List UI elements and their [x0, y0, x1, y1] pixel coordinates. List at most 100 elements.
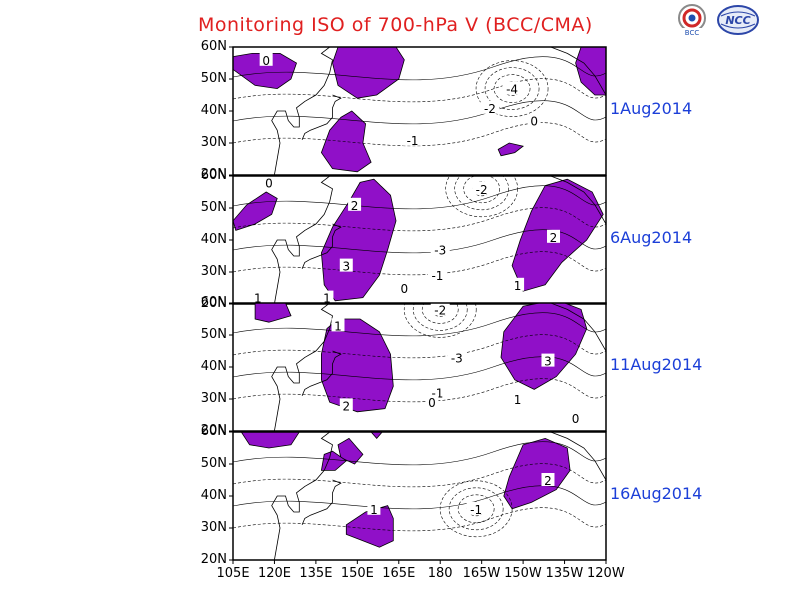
- contour-label: -3: [451, 351, 463, 365]
- contour-line: [233, 507, 606, 532]
- contour-line: [233, 122, 606, 147]
- shaded-region: [320, 318, 394, 413]
- shaded-region: [370, 432, 383, 440]
- y-tick-label: 40N: [200, 103, 227, 118]
- y-tick-label: 30N: [200, 391, 227, 406]
- shaded-region: [497, 142, 525, 157]
- y-tick-label: 20N: [200, 552, 227, 567]
- contour-label-bg: [339, 258, 353, 272]
- contour-line: [233, 441, 606, 466]
- contour-label-bg: [425, 395, 439, 409]
- contour-label: 1: [323, 292, 331, 306]
- contour-line: [233, 485, 606, 510]
- contour-label: -2: [484, 102, 496, 116]
- contour-label: 2: [342, 399, 350, 413]
- shaded-region: [332, 47, 405, 99]
- y-tick-label: 30N: [200, 264, 227, 279]
- contour-label-bg: [511, 277, 525, 291]
- y-tick-label: 40N: [200, 232, 227, 247]
- y-tick-label: 50N: [200, 71, 227, 86]
- x-tick-label: 120W: [587, 566, 625, 581]
- map-panel-3: -213-3-10 120: [229, 302, 607, 432]
- shaded-region: [503, 437, 571, 510]
- y-tick-label: 30N: [200, 135, 227, 150]
- contour-label-bg: [480, 100, 500, 114]
- contour-label-bg: [367, 501, 381, 515]
- map-panel-2: 0 -2 2 2 -3 3 -1 0 1 1 1: [229, 175, 607, 306]
- y-tick-label: 50N: [200, 327, 227, 342]
- shaded-region: [233, 53, 297, 90]
- contour-label-bg: [251, 290, 265, 304]
- contour-label-bg: [527, 113, 541, 127]
- map-panel-4: 2 1 -1: [229, 431, 607, 561]
- contour-label-bg: [472, 181, 492, 195]
- contour-label-bg: [427, 268, 447, 282]
- coastline-america: [550, 47, 606, 96]
- negative-contour: [448, 487, 504, 531]
- contour-label-bg: [397, 281, 411, 294]
- x-tick-label: 135E: [299, 566, 333, 581]
- x-tick-label: 165W: [462, 566, 501, 581]
- contour-label: 3: [544, 355, 552, 369]
- coastline-america: [550, 176, 606, 225]
- contour-line: [233, 334, 606, 359]
- contour-label: -2: [434, 303, 446, 317]
- y-tick-label: 60N: [200, 39, 227, 54]
- y-tick-label: 50N: [200, 456, 227, 471]
- negative-contour: [412, 303, 468, 331]
- panel-date-label: 11Aug2014: [610, 355, 703, 374]
- contour-label-bg: [430, 303, 450, 316]
- x-tick-label: 180: [427, 566, 453, 581]
- negative-contour: [403, 303, 477, 338]
- coastline-america: [550, 432, 606, 481]
- y-tick-label: 20N: [200, 296, 227, 311]
- coastline: [271, 303, 333, 431]
- shaded-region: [337, 437, 364, 465]
- contour-label: 1: [334, 319, 342, 333]
- contour-label: 1: [370, 503, 378, 517]
- contour-label-bg: [403, 132, 423, 146]
- coastline: [271, 47, 333, 175]
- shaded-region: [240, 432, 300, 449]
- contour-label: 1: [514, 279, 522, 293]
- contour-label-bg: [331, 318, 345, 332]
- contour-label-bg: [348, 197, 362, 211]
- contour-label-bg: [541, 353, 555, 367]
- contour-label: 2: [351, 199, 359, 213]
- negative-contour: [445, 176, 518, 218]
- y-tick-label: 60N: [200, 168, 227, 183]
- contour-line: [233, 229, 606, 254]
- negative-contour: [421, 303, 459, 324]
- contour-line: [233, 207, 606, 232]
- y-tick-label: 60N: [200, 295, 227, 310]
- contour-label-bg: [430, 242, 450, 256]
- contour-label: 0: [400, 282, 408, 296]
- contour-line: [233, 356, 606, 381]
- contour-line: [233, 251, 606, 276]
- panel-content: 0 -4 -2 0 -1: [233, 47, 606, 175]
- contour-label: -4: [506, 83, 518, 97]
- negative-contour: [457, 494, 495, 524]
- contour-line: [233, 463, 606, 488]
- x-tick-label: 120E: [257, 566, 291, 581]
- contour-label-bg: [320, 290, 334, 304]
- contour-line: [233, 100, 606, 125]
- contour-line: [233, 56, 606, 81]
- contour-label: 2: [544, 474, 552, 488]
- panel-date-label: 16Aug2014: [610, 484, 703, 503]
- contour-label-bg: [339, 398, 353, 412]
- x-tick-label: 105E: [216, 566, 250, 581]
- contour-line: [233, 312, 606, 337]
- contour-line: [233, 78, 606, 103]
- contour-label-bg: [259, 52, 273, 66]
- y-tick-label: 20N: [200, 167, 227, 182]
- y-tick-label: 40N: [200, 359, 227, 374]
- contour-label: -2: [476, 183, 488, 197]
- coastline: [271, 176, 333, 304]
- shaded-region: [320, 110, 372, 173]
- coastline-america: [550, 303, 606, 352]
- coastline-japan: [301, 223, 342, 269]
- contour-label-bg: [447, 350, 467, 364]
- coastline-japan: [301, 479, 342, 525]
- panel-date-label: 1Aug2014: [610, 99, 693, 118]
